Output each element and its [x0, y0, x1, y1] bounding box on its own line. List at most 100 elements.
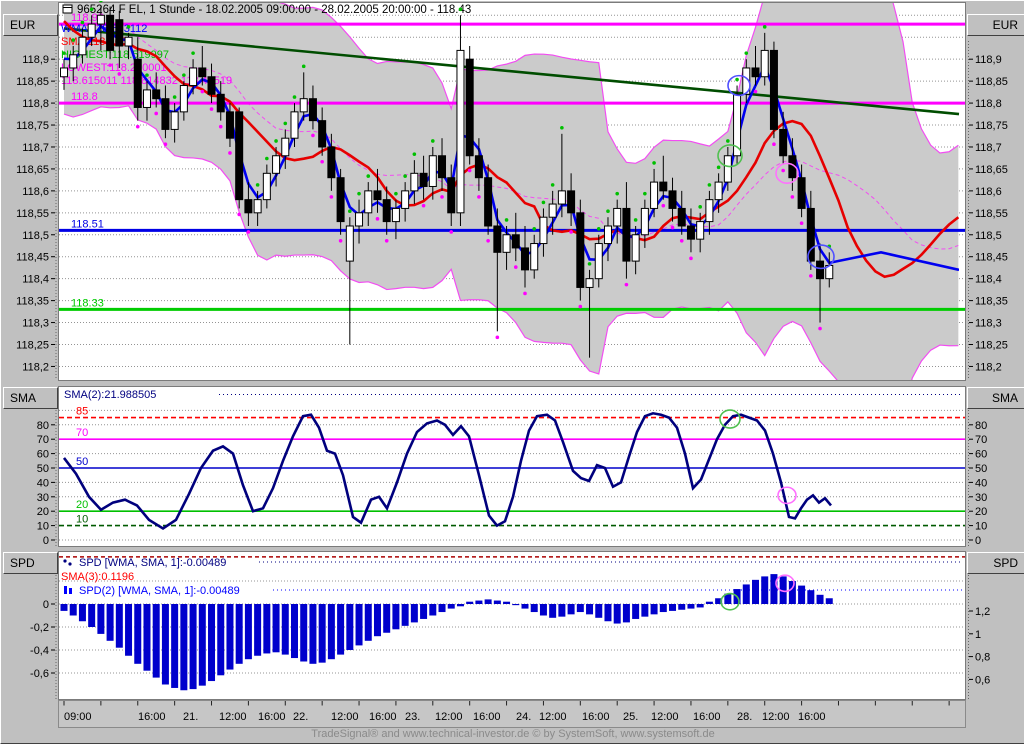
histogram-bar [208, 604, 216, 682]
histogram-bar [327, 604, 335, 660]
time-axis-label: 28. [737, 711, 752, 723]
osc-axis-label-right: 50 [975, 463, 987, 475]
buy-signal-dot [265, 156, 269, 161]
sell-signal-dot [246, 230, 251, 234]
histogram-bar [115, 604, 123, 648]
sell-signal-dot [117, 72, 122, 76]
buy-signal-dot [541, 200, 546, 205]
histogram-bar [678, 604, 686, 610]
buy-signal-dot [587, 262, 592, 266]
price-axis-label-left: 118,4 [22, 274, 49, 286]
candle-body [115, 19, 124, 47]
candle-body [179, 85, 188, 113]
chart-window-icon [62, 4, 73, 14]
candle-body [769, 49, 778, 130]
candle-body [659, 181, 668, 192]
price-axis-label-right: 118,6 [975, 186, 1002, 198]
candle-body [603, 225, 612, 245]
candle-body [640, 207, 649, 236]
sell-signal-dot [689, 256, 693, 261]
candle-body [161, 98, 170, 130]
sell-signal-dot [679, 238, 684, 243]
sell-signal-dot [661, 203, 666, 208]
histogram-bar [254, 604, 262, 656]
marker-circle [720, 592, 740, 611]
time-axis-strip[interactable] [58, 700, 966, 728]
candle-body [567, 190, 576, 214]
histogram-bar [143, 604, 151, 671]
candle-body [696, 221, 705, 240]
sell-signal-dot [228, 151, 232, 155]
osc-plot-area[interactable] [58, 386, 966, 547]
candle-body [327, 146, 336, 179]
candle-body [345, 225, 354, 262]
histogram-bar [263, 604, 271, 654]
histogram-bar [392, 604, 400, 630]
histogram-bar [798, 585, 806, 604]
histogram-icon [69, 588, 72, 594]
histogram-bar [484, 599, 492, 604]
osc-axis-label-right: 10 [975, 521, 987, 533]
spd-legend-item: SPD(2) [WMA, SMA, 1]:-0.00489 [79, 585, 240, 597]
sell-signal-dot [467, 168, 472, 173]
buy-signal-dot [532, 226, 537, 231]
buy-signal-dot [596, 226, 601, 231]
histogram-bar [586, 604, 594, 615]
candle-body [723, 155, 732, 183]
price-axis-label-right: 118,45 [975, 252, 1008, 264]
price-axis-label-right: 118,3 [975, 318, 1002, 330]
sell-signal-dot [218, 124, 223, 129]
candle-body [686, 225, 695, 240]
osc-axis-label-right: 20 [975, 506, 987, 518]
candle-body [189, 67, 198, 87]
candle-body [502, 234, 511, 253]
sell-signal-dot [781, 168, 785, 173]
sell-signal-dot [753, 89, 758, 94]
marker-circle [775, 162, 799, 185]
time-axis-label: 16:00 [693, 711, 721, 723]
buy-signal-dot [633, 218, 638, 222]
candle-body [281, 137, 290, 157]
candle-body [705, 199, 714, 223]
histogram-bar [373, 604, 381, 637]
histogram-bar [429, 604, 437, 616]
sell-signal-dot [818, 326, 822, 331]
time-axis-label: 16:00 [258, 711, 286, 723]
candle-body [613, 207, 622, 227]
spd-legend-item: SMA(3):0.1196 [61, 571, 134, 583]
osc-axis-label-left: 40 [37, 477, 49, 489]
histogram-bar [613, 604, 621, 624]
time-axis-label: 12:00 [539, 711, 567, 723]
buy-signal-dot [80, 20, 85, 25]
candle-body [594, 243, 603, 280]
candle-body [760, 49, 769, 78]
price-axis-label-right: 118,7 [975, 142, 1002, 154]
buy-signal-dot [615, 191, 619, 196]
histogram-bar [97, 604, 105, 634]
price-axis-label-right: 118,75 [975, 120, 1008, 132]
candle-body [373, 190, 382, 201]
histogram-bar [272, 604, 280, 653]
panel-header-eur-right: EUR [967, 14, 1024, 36]
histogram-bar [659, 604, 667, 613]
osc-axis-label-left: 50 [37, 463, 49, 475]
osc-legend-item: SMA(2):21.988505 [64, 389, 156, 401]
osc-axis-label-right: 80 [975, 420, 987, 432]
candle-body [539, 216, 548, 245]
histogram-bar [198, 604, 206, 686]
candle-body [308, 98, 317, 122]
sell-signal-dot [670, 225, 675, 230]
price-axis-label-left: 118,2 [22, 361, 49, 373]
osc-axis-label-right: 0 [975, 535, 981, 547]
sell-signal-dot [772, 142, 776, 146]
histogram-bar [346, 604, 354, 650]
time-axis-label: 12:00 [651, 711, 679, 723]
price-axis-label-left: 118,65 [16, 164, 49, 176]
buy-signal-dot [89, 7, 94, 12]
candle-body [806, 207, 815, 262]
time-axis-label: 09:00 [64, 711, 92, 723]
sell-signal-dot [449, 230, 454, 234]
price-axis-label-left: 118,9 [22, 54, 49, 66]
histogram-bar [180, 604, 188, 691]
